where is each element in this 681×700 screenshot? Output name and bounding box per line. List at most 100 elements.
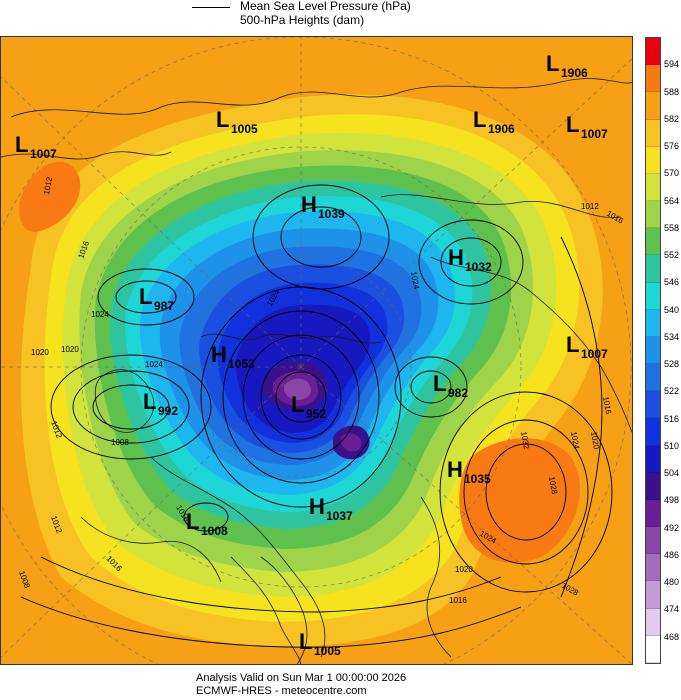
isobar-label: 1024 [409, 271, 421, 291]
pressure-system-letter: L [15, 132, 28, 157]
colorbar-tick-label: 522 [664, 386, 680, 397]
pressure-system-value: 1039 [318, 207, 345, 221]
colorbar-swatch [646, 445, 660, 473]
pressure-system-value: 952 [306, 407, 326, 421]
isobar-label: 1016 [601, 396, 613, 416]
colorbar-swatch [646, 527, 660, 555]
height-fill-492-b [341, 433, 362, 452]
colorbar-swatch [646, 364, 660, 392]
weather-map: 1012 1016 1020 1024 1012 1020 1024 1016 … [0, 36, 633, 665]
pressure-system-value: 987 [154, 299, 174, 313]
pressure-system-letter: H [447, 457, 463, 482]
colorbar-tick-label: 474 [664, 604, 680, 615]
colorbar-tick-label: 498 [664, 495, 680, 506]
colorbar-swatch [646, 581, 660, 609]
height-colorbar-labels: 594 588 582 576 570 564 558 552 546 540 534 528 522 5… [664, 37, 681, 664]
colorbar-swatch [646, 309, 660, 337]
isobar-label: 1024 [145, 360, 163, 369]
pressure-system-letter: L [299, 629, 312, 654]
isobar-label: 1020 [455, 565, 473, 574]
pressure-system-value: 1906 [561, 66, 588, 80]
colorbar-tick-label: 546 [664, 277, 680, 288]
coastlines [1, 78, 632, 664]
colorbar-tick-label: 534 [664, 331, 680, 342]
pressure-system-letter: L [566, 332, 579, 357]
colorbar-swatch [646, 554, 660, 582]
pressure-system-value: 1007 [581, 127, 608, 141]
colorbar-swatch [646, 173, 660, 202]
analysis-valid-text: Analysis Valid on Sun Mar 1 00:00:00 202… [196, 672, 407, 684]
pressure-system-letter: H [309, 494, 325, 519]
height-fill-486 [284, 378, 311, 400]
colorbar-swatch [646, 472, 660, 500]
isobar-label: 1012 [581, 202, 599, 211]
pressure-system-letter: L [546, 51, 559, 76]
colorbar-swatch [646, 336, 660, 365]
colorbar-swatch [646, 499, 660, 528]
colorbar-tick-label: 576 [664, 141, 680, 152]
pressure-system-value: 1005 [314, 644, 341, 658]
source-credit-text: ECMWF-HRES - meteocentre.com [196, 685, 367, 697]
colorbar-tick-label: 540 [664, 304, 680, 315]
isobar-label: 1016 [449, 596, 467, 605]
pressure-system-letter: L [473, 107, 486, 132]
isobar-label: 1020 [31, 348, 49, 357]
pressure-system-value: 1906 [488, 122, 515, 136]
pressure-system-value: 1035 [464, 472, 491, 486]
colorbar-tick-label: 528 [664, 359, 680, 370]
colorbar-tick-label: 570 [664, 168, 680, 179]
heights-legend-label: 500-hPa Heights (dam) [240, 13, 365, 27]
pressure-system-letter: L [186, 509, 199, 534]
colorbar-swatch [646, 608, 660, 636]
pressure-system-value: 1007 [30, 147, 57, 161]
colorbar-tick-label: 588 [664, 86, 680, 97]
pressure-system-letter: L [139, 284, 152, 309]
colorbar-swatch [646, 38, 660, 66]
colorbar-tick-label: 516 [664, 413, 680, 424]
colorbar-swatch [646, 282, 660, 310]
footer: Analysis Valid on Sun Mar 1 00:00:00 202… [0, 668, 681, 700]
isobar-label: 1032 [519, 431, 531, 451]
map-svg: 1012 1016 1020 1024 1012 1020 1024 1016 … [1, 37, 632, 664]
pressure-system-letter: L [566, 112, 579, 137]
colorbar-swatch [646, 255, 660, 283]
pressure-system-letter: H [301, 192, 317, 217]
pressure-system-letter: L [291, 392, 304, 417]
pressure-system-value: 1053 [228, 357, 255, 371]
isobar-label: 1024 [569, 431, 581, 451]
isobars [20, 184, 613, 648]
legend-header: Mean Sea Level Pressure (hPa) 500-hPa He… [0, 0, 681, 36]
pressure-system-value: 1007 [581, 347, 608, 361]
colorbar-swatch [646, 119, 660, 147]
colorbar-tick-label: 582 [664, 113, 680, 124]
pressure-system-value: 1032 [465, 260, 492, 274]
colorbar-tick-label: 594 [664, 59, 680, 70]
pressure-system-value: 1005 [231, 122, 258, 136]
pressure-system-letter: L [143, 389, 156, 414]
pressure-system-letter: H [211, 342, 227, 367]
colorbar-tick-label: 480 [664, 577, 680, 588]
colorbar-swatch [646, 391, 660, 419]
colorbar-swatch [646, 228, 660, 256]
colorbar-swatch [646, 418, 660, 446]
pressure-systems: L 1906 L 1005 L 1906 L 1007 L 1007 H 103… [15, 51, 608, 658]
colorbar-tick-label: 558 [664, 222, 680, 233]
pressure-system-letter: L [433, 371, 446, 396]
colorbar-tick-label: 486 [664, 549, 680, 560]
pressure-system-value: 1037 [326, 509, 353, 523]
colorbar-tick-label: 468 [664, 631, 680, 642]
pressure-system-value: 1008 [201, 524, 228, 538]
isobar-label: 1028 [547, 476, 559, 496]
pressure-system-value: 982 [448, 386, 468, 400]
isobar-label: 1024 [91, 310, 109, 319]
isobar-label: 1020 [589, 431, 601, 451]
colorbar-tick-label: 504 [664, 468, 680, 479]
isobar-legend-label: Mean Sea Level Pressure (hPa) [240, 0, 411, 13]
colorbar-tick-label: 492 [664, 522, 680, 533]
colorbar-tick-label: 552 [664, 250, 680, 261]
isobar-legend-line [192, 7, 230, 8]
height-fill-588-east [459, 438, 580, 563]
pressure-system-value: 992 [158, 404, 178, 418]
isobar-label: 1008 [111, 438, 129, 447]
colorbar-swatch [646, 146, 660, 174]
